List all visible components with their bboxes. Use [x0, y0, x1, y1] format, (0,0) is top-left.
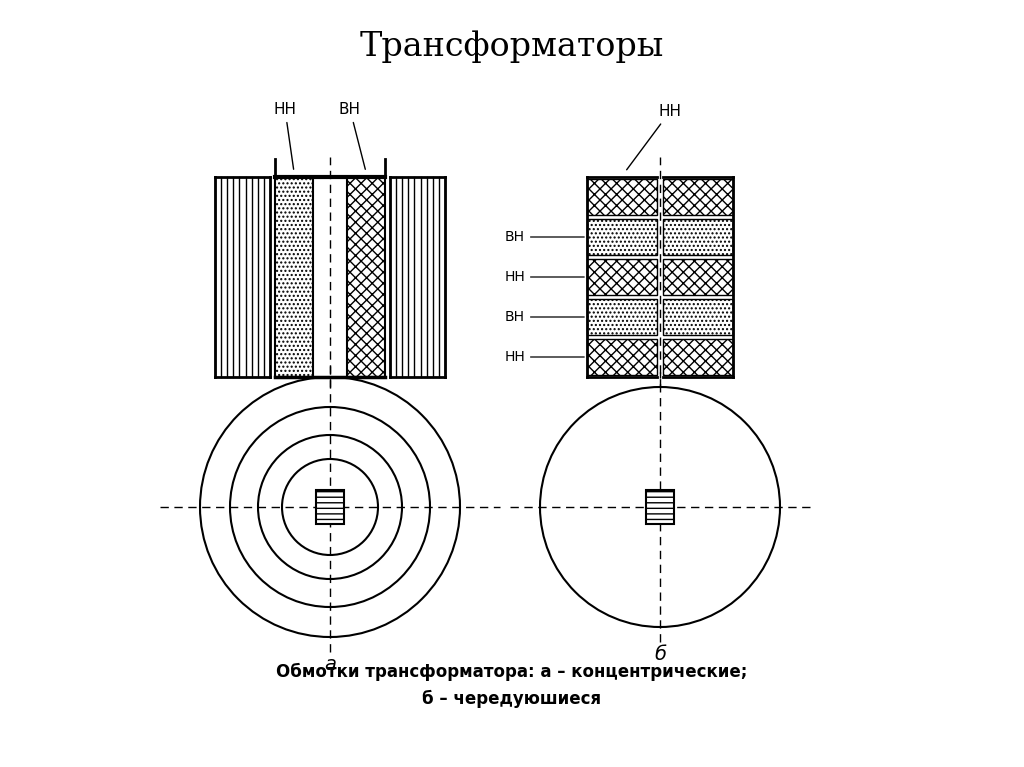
Text: б: б — [654, 646, 666, 664]
Text: НН: НН — [627, 104, 682, 170]
Text: Трансформаторы: Трансформаторы — [359, 31, 665, 64]
Text: б – чередуюшиеся: б – чередуюшиеся — [423, 690, 601, 708]
Text: ВН: ВН — [505, 230, 585, 244]
Bar — [587, 299, 657, 335]
Bar — [316, 490, 344, 524]
Text: ВН: ВН — [505, 310, 585, 324]
Bar — [275, 177, 313, 377]
Bar — [646, 490, 674, 524]
Bar — [347, 177, 385, 377]
Bar — [587, 219, 657, 255]
Bar — [663, 259, 733, 295]
Bar — [663, 179, 733, 215]
Text: НН: НН — [504, 270, 585, 284]
Text: НН: НН — [273, 102, 297, 170]
Bar — [587, 339, 657, 375]
Bar — [663, 339, 733, 375]
Bar — [663, 299, 733, 335]
Text: а: а — [324, 656, 336, 674]
Bar — [587, 259, 657, 295]
Bar — [663, 219, 733, 255]
Text: Обмотки трансформатора: а – концентрические;: Обмотки трансформатора: а – концентричес… — [276, 663, 748, 681]
Text: НН: НН — [504, 350, 585, 364]
Bar — [587, 179, 657, 215]
Text: ВН: ВН — [339, 102, 366, 170]
